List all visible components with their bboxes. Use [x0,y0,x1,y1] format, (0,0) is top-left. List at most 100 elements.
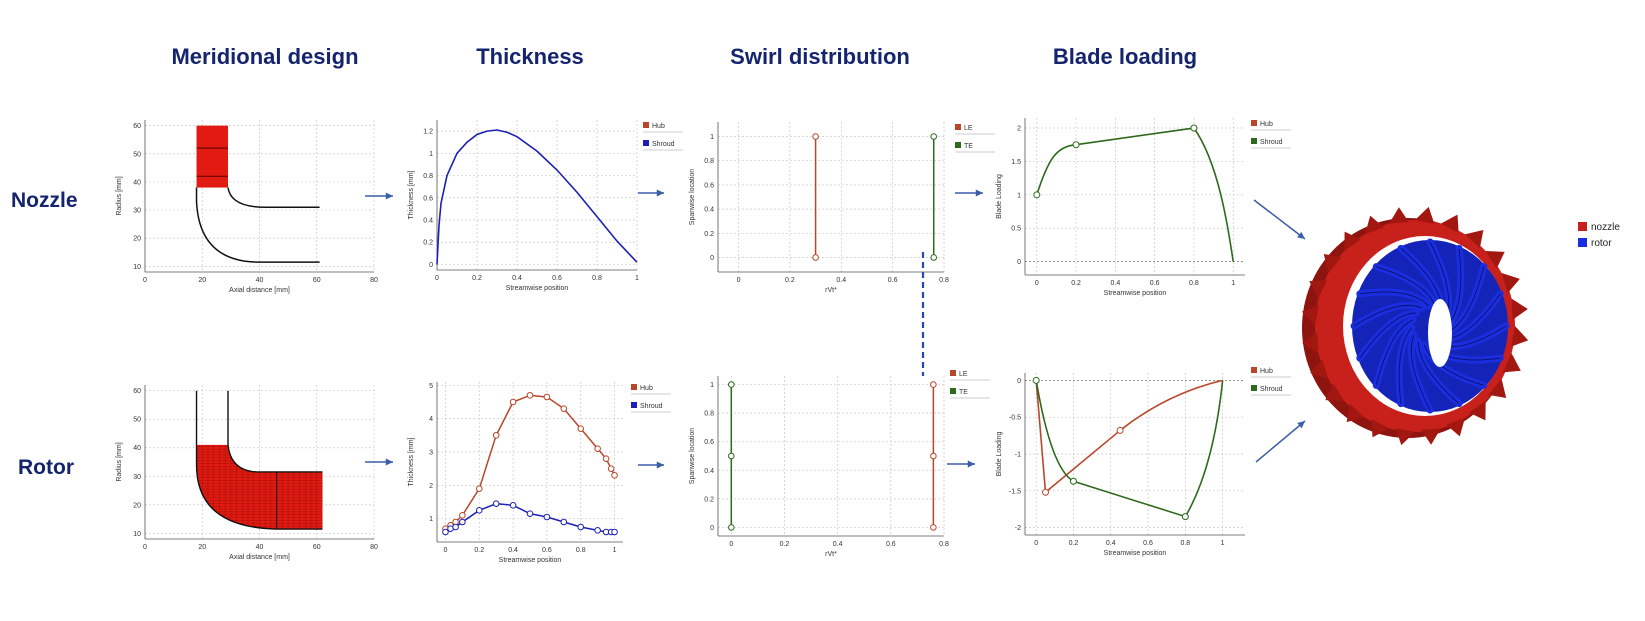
x-tick-label: 0.4 [833,541,843,548]
y-tick-label: 5 [429,383,433,390]
rotor-thickness-shroud-line [445,502,615,533]
nozzle-vane [1325,383,1345,401]
arrow-nozzle-2-head [656,189,664,197]
x-tick-label: 0.8 [592,275,602,282]
rotor-swirl-le-point [930,524,937,531]
x-tick-label: 1 [635,275,639,282]
y-tick-label: 0 [710,525,714,532]
rotor-thickness-shroud-point [492,500,500,507]
x-tick-label: 80 [370,277,378,284]
impeller-illustration [1301,206,1529,446]
rotor-thickness-shroud-point [611,528,618,536]
x-tick-label: 0.2 [474,547,484,554]
y-tick-label: 0.8 [423,173,433,180]
legend-swatch [1251,367,1257,373]
rotor-blade-edge [1359,312,1417,359]
arrow-to-impeller-bottom-head [1297,421,1305,429]
x-tick-label: 60 [313,544,321,551]
y-tick-label: 0.4 [423,218,433,225]
legend-rotor: rotor [1578,236,1620,252]
x-tick-label: 0 [737,277,741,284]
x-tick-label: 0.6 [1143,540,1153,547]
x-axis-label: Streamwise position [499,557,562,564]
x-tick-label: 0.6 [888,277,898,284]
y-tick-label: 2 [1017,126,1021,133]
column-title-swirl: Swirl distribution [730,44,910,69]
legend-label: Shroud [1260,386,1283,393]
arrow-to-impeller-bottom [1255,420,1306,463]
y-axis-label: Blade Loading [996,174,1003,219]
arrow-nozzle-1-head [385,192,393,200]
nozzle-vane [1344,231,1361,252]
rotor-blade-edge [1353,304,1423,327]
legend-nozzle: nozzle [1578,220,1620,236]
y-tick-label: 3 [429,450,433,457]
column-title-meridional: Meridional design [171,44,359,69]
y-tick-label: 1 [429,516,433,523]
nozzle-vane [1309,279,1328,299]
rotor-thickness-shroud-point [543,513,551,521]
nozzle-thickness-plot: 0 0.2 0.4 0.6 0.8 1 0 0.2 0.4 0.6 0.8 1 1.2 Streamwis… [408,120,683,292]
x-axis-label: Streamwise position [1104,550,1167,557]
legend-swatch [643,122,649,128]
arrow-rotor-3-head [967,460,975,468]
nozzle-shroud-wall [227,187,320,209]
rotor-thickness-shroud-point [442,528,449,536]
rotor-thickness-hub-point [594,445,601,452]
y-tick-label: 2 [429,483,433,490]
nozzle-thickness-line [436,129,638,265]
y-tick-label: 1.5 [1011,159,1021,166]
y-tick-label: 4 [429,416,433,423]
nozzle-vane [1395,427,1415,446]
y-tick-label: 0 [710,255,714,262]
y-tick-label: 0.6 [704,439,714,446]
x-tick-label: 40 [256,277,264,284]
y-tick-label: 60 [133,123,141,130]
rotor-loading-plot: 0 0.2 0.4 0.6 0.8 1 -2 -1.5 -1 -0.5 0 Streamwise po… [996,367,1291,557]
x-tick-label: 0.2 [1071,280,1081,287]
x-tick-label: 0 [143,544,147,551]
x-tick-label: 80 [370,544,378,551]
y-tick-label: 0.2 [423,240,433,247]
y-tick-label: 0.5 [1011,226,1021,233]
y-tick-label: 0.6 [704,182,714,189]
y-tick-label: -2 [1015,525,1021,532]
y-tick-label: 0 [1017,259,1021,266]
y-tick-label: -1 [1015,452,1021,459]
nozzle-vane [1389,207,1409,224]
rotor-thickness-shroud-point [594,527,601,534]
rotor-swirl-plot: 0 0.2 0.4 0.6 0.8 0 0.2 0.4 0.6 0.8 1 rVt* Spanwise … [689,370,990,558]
rotor-swirl-le-point [930,381,937,388]
x-tick-label: 20 [198,277,206,284]
x-tick-label: 0.6 [1150,280,1160,287]
x-axis-label: rVt* [825,551,837,558]
y-axis-label: Radius [mm] [116,442,123,481]
legend-label: LE [959,371,968,378]
x-axis-label: Axial distance [mm] [229,287,290,294]
nozzle-vane [1365,215,1384,235]
y-tick-label: 1 [429,151,433,158]
x-axis-label: Streamwise position [1104,290,1167,297]
nozzle-vane [1465,230,1484,249]
nozzle-swirl-le-point [812,133,819,140]
nozzle-vane [1446,417,1465,437]
legend-swatch [955,142,961,148]
rotor-shroud-wall [227,390,323,473]
rotor-blade-edge [1376,266,1437,308]
x-tick-label: 0.4 [508,547,518,554]
rotor-loading-hub-point [1042,488,1050,496]
rotor-thickness-hub-point [543,393,551,401]
nozzle-swirl-plot: 0 0.2 0.4 0.6 0.8 0 0.2 0.4 0.6 0.8 1 rVt* Spanwise … [689,122,995,294]
nozzle-vane [1302,332,1319,354]
y-tick-label: 0 [1017,378,1021,385]
x-tick-label: 0 [143,277,147,284]
row-title-nozzle: Nozzle [11,189,78,212]
legend-label: LE [964,125,973,132]
x-axis-label: Axial distance [mm] [229,554,290,561]
nozzle-swirl-te-point [930,254,938,261]
arrow-rotor-2-head [656,461,664,469]
legend-swatch [955,124,961,130]
nozzle-vane [1511,326,1529,347]
nozzle-loading-plot: 0 0.2 0.4 0.6 0.8 1 0 0.5 1 1.5 2 Streamwise positi… [996,118,1291,297]
nozzle-meridional-plot: 0 20 40 60 80 10 20 30 40 50 60 Axial distance [mm]… [116,120,378,294]
